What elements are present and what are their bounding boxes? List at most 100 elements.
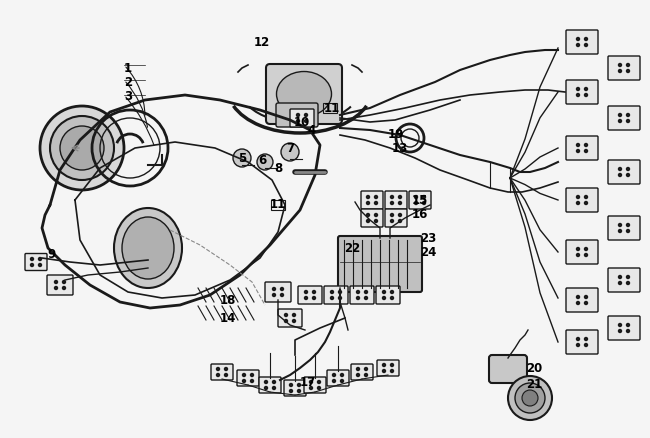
Circle shape bbox=[374, 219, 378, 223]
Circle shape bbox=[584, 201, 588, 205]
Circle shape bbox=[365, 367, 367, 371]
Circle shape bbox=[304, 120, 307, 123]
Circle shape bbox=[296, 113, 300, 117]
Text: 10: 10 bbox=[294, 116, 310, 128]
Circle shape bbox=[289, 384, 292, 386]
Text: 14: 14 bbox=[220, 311, 236, 325]
Circle shape bbox=[391, 201, 393, 205]
Circle shape bbox=[330, 297, 333, 300]
Circle shape bbox=[577, 88, 580, 91]
Circle shape bbox=[356, 290, 359, 293]
Circle shape bbox=[577, 296, 580, 299]
Circle shape bbox=[304, 297, 307, 300]
Text: 2: 2 bbox=[124, 75, 132, 88]
FancyBboxPatch shape bbox=[566, 30, 598, 54]
Circle shape bbox=[391, 290, 393, 293]
FancyBboxPatch shape bbox=[566, 188, 598, 212]
Circle shape bbox=[356, 374, 359, 377]
Circle shape bbox=[341, 379, 343, 382]
Circle shape bbox=[365, 297, 367, 300]
Circle shape bbox=[584, 43, 588, 46]
Circle shape bbox=[382, 364, 385, 367]
Circle shape bbox=[422, 195, 426, 198]
FancyBboxPatch shape bbox=[361, 191, 383, 209]
Circle shape bbox=[382, 370, 385, 372]
FancyBboxPatch shape bbox=[324, 286, 348, 304]
Circle shape bbox=[584, 338, 588, 340]
Circle shape bbox=[31, 264, 34, 266]
Circle shape bbox=[619, 120, 621, 123]
FancyBboxPatch shape bbox=[376, 286, 400, 304]
Circle shape bbox=[250, 379, 254, 382]
Circle shape bbox=[627, 167, 629, 170]
Circle shape bbox=[577, 201, 580, 205]
FancyBboxPatch shape bbox=[608, 56, 640, 80]
FancyBboxPatch shape bbox=[385, 191, 407, 209]
Circle shape bbox=[627, 282, 629, 285]
Text: 21: 21 bbox=[526, 378, 542, 392]
Circle shape bbox=[333, 379, 335, 382]
FancyBboxPatch shape bbox=[278, 309, 302, 327]
Circle shape bbox=[365, 290, 367, 293]
FancyBboxPatch shape bbox=[566, 330, 598, 354]
Circle shape bbox=[398, 195, 402, 198]
Text: 3: 3 bbox=[124, 89, 132, 102]
Circle shape bbox=[577, 301, 580, 304]
Circle shape bbox=[298, 389, 300, 392]
Text: 1: 1 bbox=[124, 61, 132, 74]
Circle shape bbox=[224, 374, 227, 377]
Circle shape bbox=[281, 143, 299, 161]
Circle shape bbox=[619, 173, 621, 177]
Circle shape bbox=[313, 297, 315, 300]
Circle shape bbox=[627, 120, 629, 123]
Circle shape bbox=[584, 247, 588, 251]
Circle shape bbox=[391, 364, 393, 367]
Circle shape bbox=[584, 88, 588, 91]
Circle shape bbox=[330, 290, 333, 293]
Circle shape bbox=[272, 287, 276, 290]
Circle shape bbox=[398, 213, 402, 216]
Circle shape bbox=[515, 383, 545, 413]
Circle shape bbox=[50, 116, 114, 180]
FancyBboxPatch shape bbox=[385, 209, 407, 227]
Circle shape bbox=[292, 314, 296, 317]
Ellipse shape bbox=[122, 217, 174, 279]
Circle shape bbox=[62, 286, 66, 290]
Circle shape bbox=[415, 201, 417, 205]
Circle shape bbox=[356, 367, 359, 371]
Circle shape bbox=[55, 280, 57, 283]
Circle shape bbox=[584, 149, 588, 152]
Circle shape bbox=[577, 93, 580, 96]
FancyBboxPatch shape bbox=[566, 240, 598, 264]
Circle shape bbox=[391, 219, 393, 223]
FancyBboxPatch shape bbox=[608, 160, 640, 184]
Circle shape bbox=[265, 386, 268, 389]
Circle shape bbox=[627, 329, 629, 332]
Circle shape bbox=[577, 38, 580, 40]
FancyBboxPatch shape bbox=[327, 370, 349, 386]
Circle shape bbox=[584, 301, 588, 304]
Circle shape bbox=[289, 389, 292, 392]
Circle shape bbox=[40, 106, 124, 190]
Circle shape bbox=[391, 370, 393, 372]
Circle shape bbox=[584, 144, 588, 146]
Circle shape bbox=[367, 201, 369, 205]
FancyBboxPatch shape bbox=[276, 103, 318, 127]
Circle shape bbox=[298, 384, 300, 386]
Circle shape bbox=[391, 195, 393, 198]
Circle shape bbox=[577, 247, 580, 251]
Circle shape bbox=[584, 343, 588, 346]
Text: 12: 12 bbox=[254, 35, 270, 49]
Circle shape bbox=[313, 290, 315, 293]
Circle shape bbox=[584, 296, 588, 299]
Text: 23: 23 bbox=[420, 232, 436, 244]
Text: 8: 8 bbox=[274, 162, 282, 174]
Text: 16: 16 bbox=[412, 208, 428, 222]
Circle shape bbox=[317, 386, 320, 389]
Circle shape bbox=[356, 297, 359, 300]
Circle shape bbox=[292, 319, 296, 322]
Circle shape bbox=[272, 381, 276, 384]
Circle shape bbox=[367, 195, 369, 198]
Circle shape bbox=[584, 38, 588, 40]
Circle shape bbox=[304, 113, 307, 117]
